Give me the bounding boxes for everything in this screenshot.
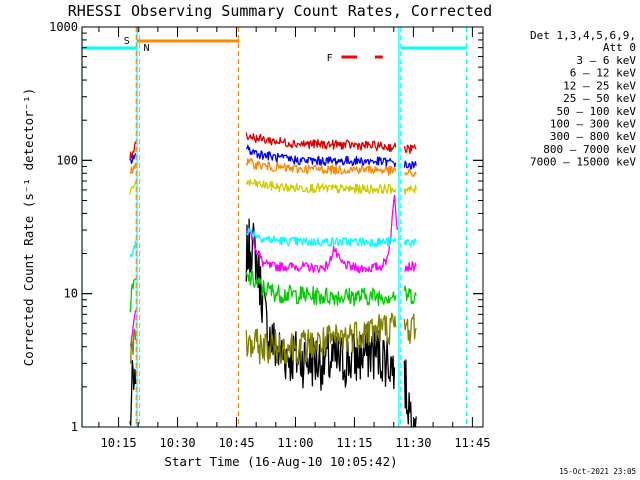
orbit-markers: S N F (81, 27, 468, 427)
x-tick-label: 11:15 (336, 436, 372, 450)
marker-label-n: N (143, 43, 149, 54)
timestamp: 15-Oct-2021 23:05 (559, 467, 636, 476)
series-line (403, 184, 417, 195)
legend-entry: 100 — 300 keV (550, 118, 636, 131)
series-line (403, 144, 417, 155)
series-line (245, 312, 397, 365)
y-tick-label: 1000 (49, 20, 78, 34)
series-line (129, 278, 137, 313)
legend-entry: 25 — 50 keV (563, 92, 636, 105)
x-axis-label: Start Time (16-Aug-10 10:05:42) (164, 454, 397, 469)
series-line (403, 238, 417, 247)
legend-entry: 300 — 800 keV (550, 130, 636, 143)
x-tick-label: 11:30 (395, 436, 431, 450)
x-tick-label: 11:45 (454, 436, 490, 450)
series-line (129, 162, 137, 174)
chart-title: RHESSI Observing Summary Count Rates, Co… (68, 2, 492, 20)
y-tick-label: 100 (56, 153, 78, 167)
series-line (403, 313, 417, 345)
plot-frame (81, 26, 484, 428)
legend-entry: 50 — 100 keV (557, 105, 637, 118)
legend-header: Det 1,3,4,5,6,9, (530, 29, 636, 42)
series-line (404, 261, 417, 272)
y-tick-label: 1 (71, 420, 78, 434)
legend-entry: 3 — 6 keV (576, 54, 636, 67)
x-tick-label: 10:45 (218, 436, 254, 450)
series-line (245, 194, 398, 274)
x-tick-label: 10:30 (159, 436, 195, 450)
series-line (245, 228, 397, 248)
y-tick-label: 10 (64, 287, 78, 301)
legend-entry: 800 — 7000 keV (543, 143, 636, 156)
legend-entry: 7000 — 15000 keV (530, 156, 636, 169)
legend-header: Att 0 (603, 41, 636, 54)
series-line (129, 153, 137, 165)
series-line (403, 359, 417, 428)
series-line (403, 285, 417, 305)
legend-entry: 6 — 12 keV (570, 67, 637, 80)
x-tick-label: 11:00 (277, 436, 313, 450)
series-line (245, 218, 396, 391)
y-axis-label: Corrected Count Rate (s⁻¹ detector⁻¹) (21, 88, 36, 366)
series-line (245, 132, 397, 153)
series-group (129, 132, 417, 428)
x-tick-label: 10:15 (100, 436, 136, 450)
marker-label-s: S (124, 36, 130, 47)
x-axis: 10:15 10:30 10:45 11:00 11:15 11:30 11:45 (98, 27, 490, 450)
series-line (245, 144, 397, 168)
series-line (129, 360, 137, 426)
series-line (129, 328, 137, 364)
series-line (403, 160, 417, 170)
series-line (129, 180, 137, 195)
series-line (245, 269, 397, 307)
series-line (403, 168, 417, 177)
series-line (129, 240, 137, 258)
marker-label-f: F (327, 53, 333, 64)
series-line (245, 157, 397, 176)
series-line (129, 141, 137, 160)
series-line (245, 178, 397, 195)
legend-entry: 12 — 25 keV (563, 79, 636, 92)
y-axis: 1 10 100 1000 (49, 20, 483, 434)
